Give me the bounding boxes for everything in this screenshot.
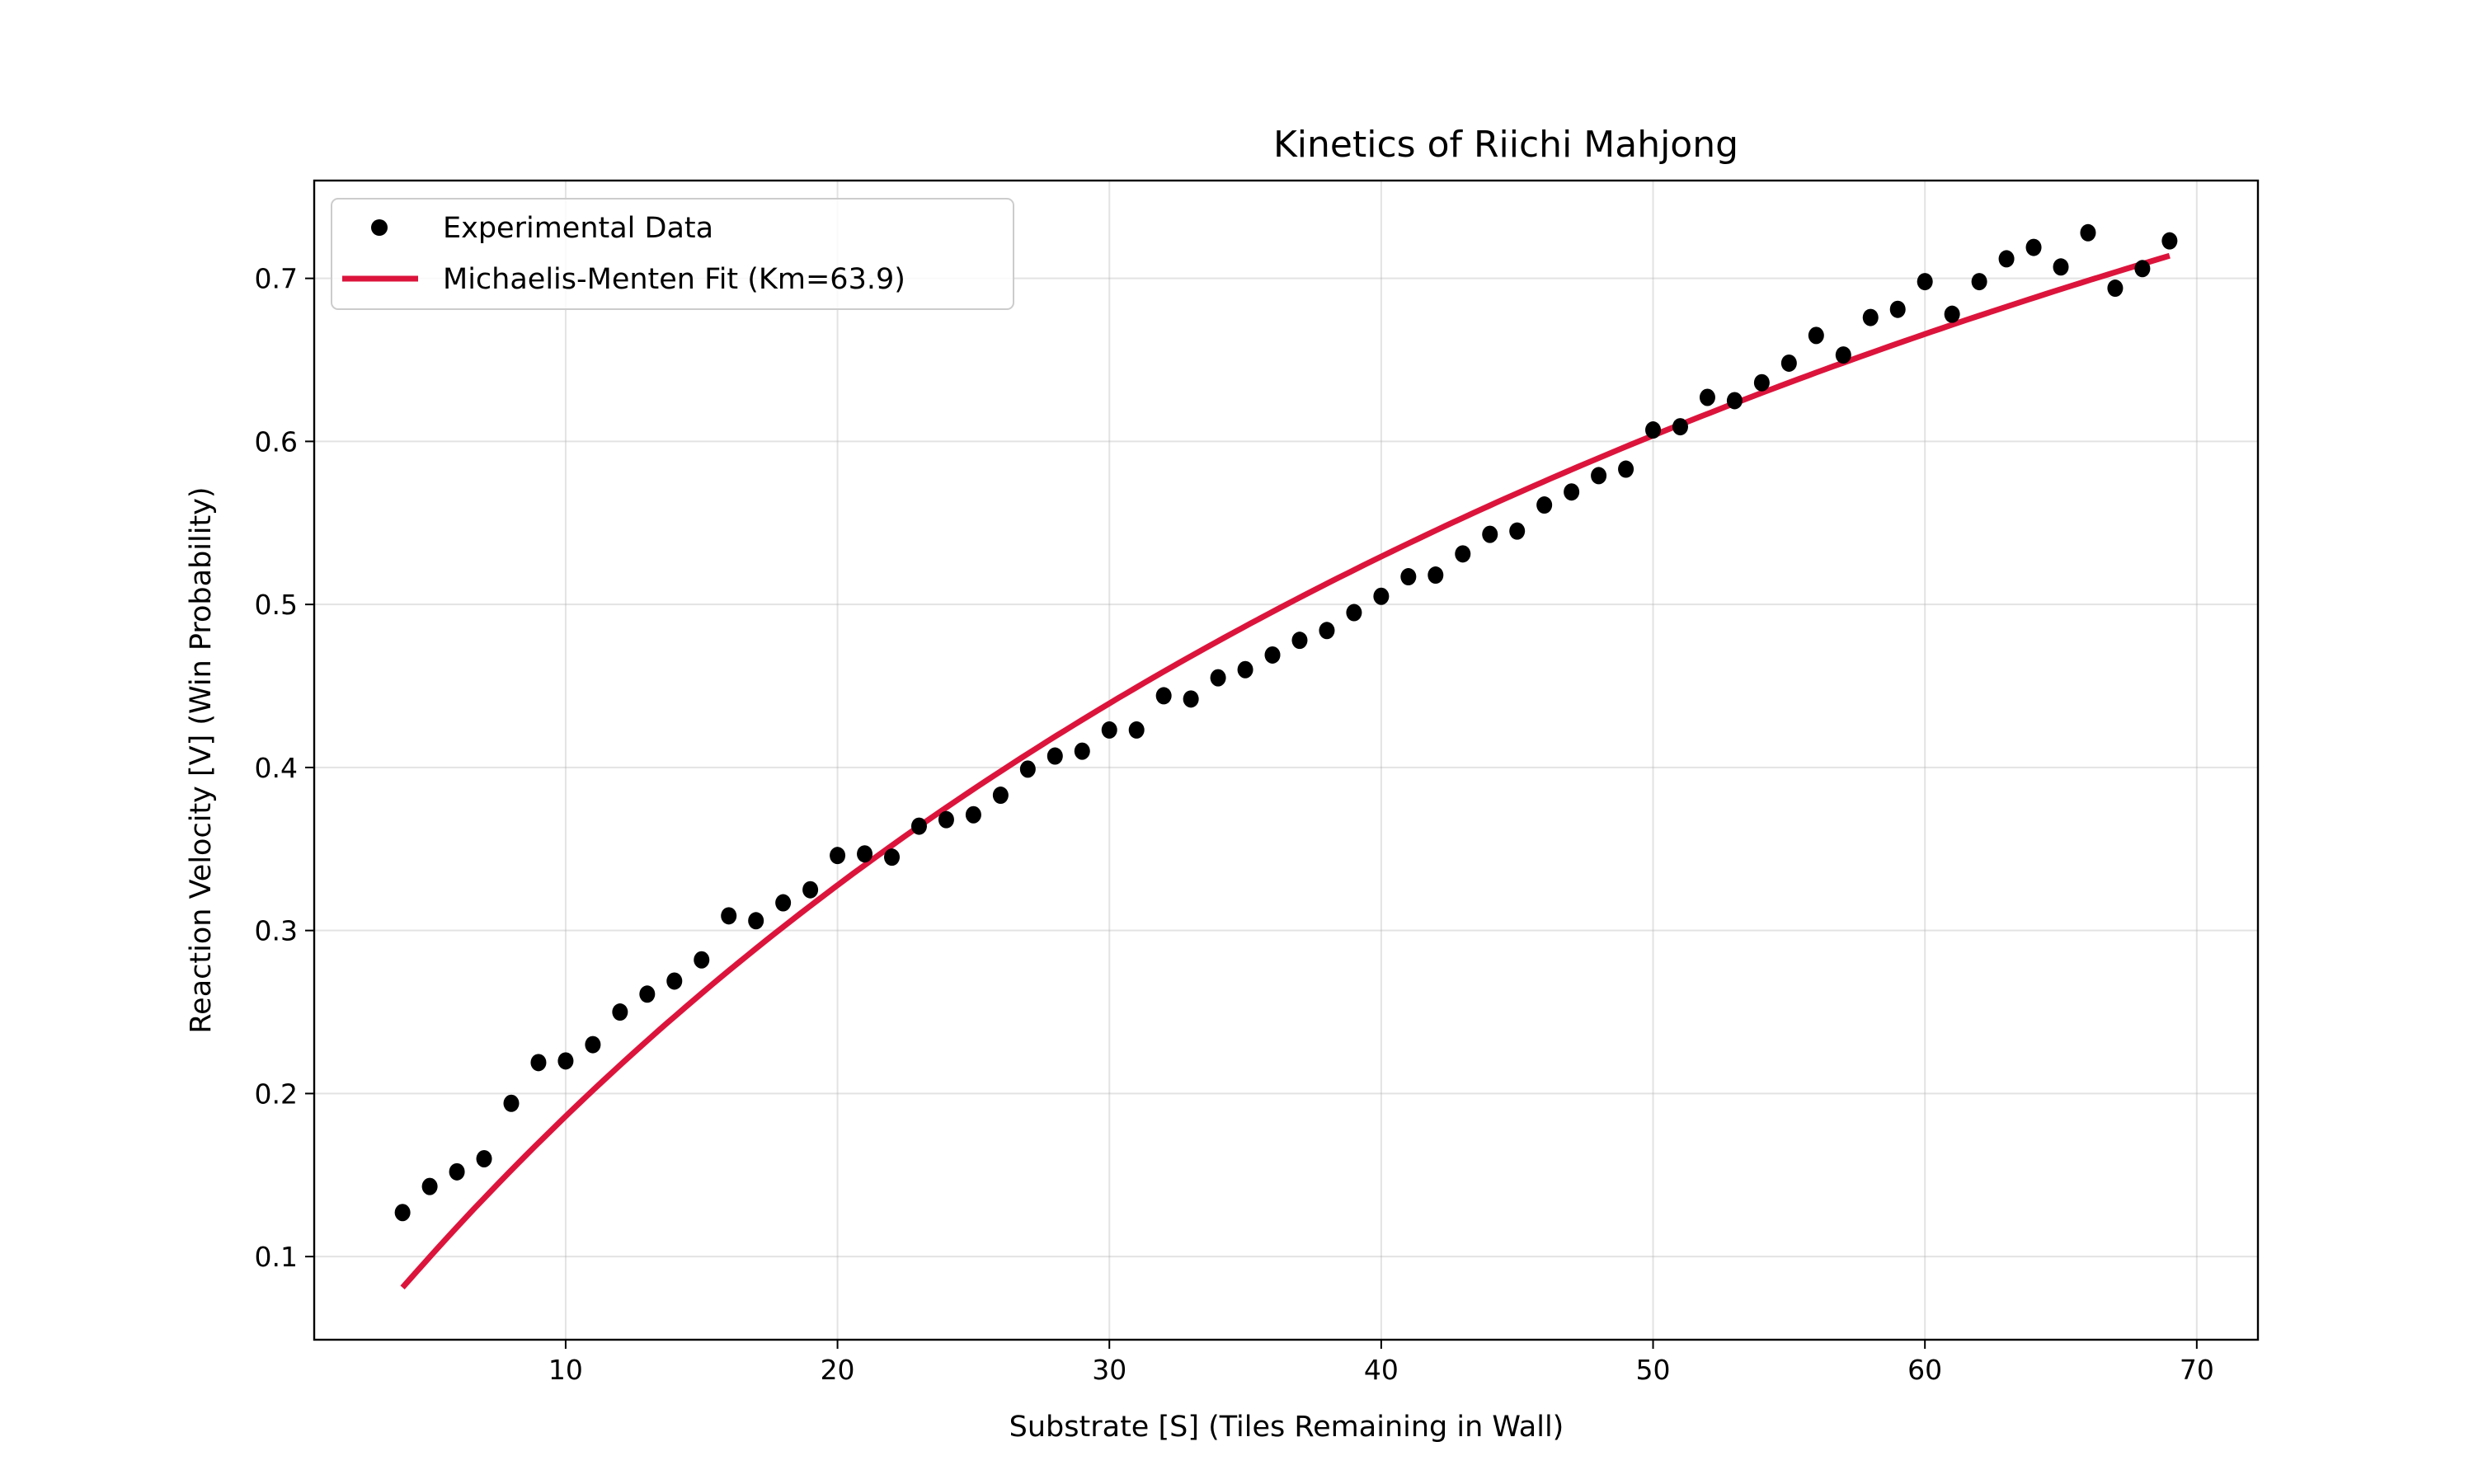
data-point [1509,522,1526,540]
y-tick-label: 0.5 [255,589,298,621]
data-point [2053,258,2069,276]
y-axis-label: Reaction Velocity [V] (Win Probability) [185,486,218,1033]
legend-box [331,198,1014,310]
data-point [1591,467,1607,485]
data-point [2134,260,2151,278]
data-point [2080,223,2096,242]
x-tick-label: 10 [548,1354,583,1386]
data-point [1944,305,1960,323]
y-tick-label: 0.1 [255,1241,298,1273]
data-point [965,805,981,824]
x-tick-label: 50 [1636,1354,1671,1386]
data-point [775,894,792,912]
data-point [857,845,873,863]
data-point [748,912,764,930]
michaelis-menten-fit-line [400,252,2171,1290]
data-point [1155,687,1172,705]
data-point [1862,308,1879,326]
data-point [394,1204,411,1222]
data-point [1998,250,2015,268]
data-point [802,881,819,899]
data-point [2025,238,2042,256]
x-tick-label: 20 [821,1354,855,1386]
data-point [1237,660,1253,679]
data-point [1753,373,1770,392]
data-point [1536,496,1553,514]
data-point [1047,747,1063,765]
x-tick-label: 70 [2180,1354,2214,1386]
data-point [1699,388,1715,406]
data-point [1455,545,1471,563]
y-ticks: 0.1 0.2 0.3 0.4 0.5 0.6 0.7 [255,263,314,1273]
data-point [1373,587,1390,605]
data-point [2107,279,2124,298]
data-point [1808,326,1824,345]
data-point [721,907,737,925]
data-point [1971,273,1987,291]
y-tick-label: 0.2 [255,1078,298,1110]
data-point [830,847,846,865]
x-tick-label: 60 [1907,1354,1942,1386]
data-point [1019,760,1036,778]
data-point [1210,669,1226,687]
data-point [884,848,901,866]
chart-title: Kinetics of Riichi Mahjong [1273,124,1738,166]
data-point [557,1052,574,1070]
data-point [421,1177,438,1195]
data-point [1074,742,1090,760]
data-point [1291,632,1308,650]
legend-label-fit: Michaelis-Menten Fit (Km=63.9) [443,263,905,296]
data-point [1645,421,1662,439]
legend: Experimental Data Michaelis-Menten Fit (… [331,198,1014,310]
axes-frame [313,179,2260,1341]
x-axis-label: Substrate [S] (Tiles Remaining in Wall) [1009,1411,1564,1444]
y-tick-label: 0.7 [255,263,298,295]
data-point [1346,603,1362,622]
data-point [1726,392,1743,410]
data-point [1400,568,1417,586]
data-point [938,810,954,829]
data-point [1482,525,1498,543]
data-point [1672,418,1688,436]
data-point [666,972,683,990]
fit-line-group [400,252,2171,1290]
y-tick-label: 0.4 [255,752,298,784]
data-point [476,1149,492,1167]
x-tick-label: 40 [1364,1354,1399,1386]
legend-marker-experimental [371,219,388,236]
data-point [639,985,656,1003]
data-point [1319,622,1335,640]
data-point [1264,646,1281,664]
data-point [612,1003,628,1021]
data-point [1101,721,1117,739]
data-point [1128,721,1145,739]
data-point [1427,566,1444,585]
data-point [1835,346,1851,364]
data-point [2161,232,2178,250]
data-point [530,1054,547,1072]
data-point [1780,354,1797,372]
data-point [585,1036,601,1054]
data-point [694,951,710,969]
x-tick-label: 30 [1092,1354,1126,1386]
legend-label-experimental: Experimental Data [443,212,713,245]
grid-lines [314,181,2258,1340]
scatter-points [394,223,2178,1222]
y-tick-label: 0.6 [255,425,298,458]
data-point [1917,273,1933,291]
y-tick-label: 0.3 [255,915,298,947]
data-point [992,787,1009,805]
data-point [1564,483,1580,501]
data-point [910,817,927,835]
data-point [1889,300,1906,318]
x-ticks: 10 20 30 40 50 60 70 [548,1340,2214,1386]
data-point [449,1162,465,1181]
data-point [1618,460,1634,478]
data-point [1183,690,1199,708]
data-point [503,1094,520,1112]
